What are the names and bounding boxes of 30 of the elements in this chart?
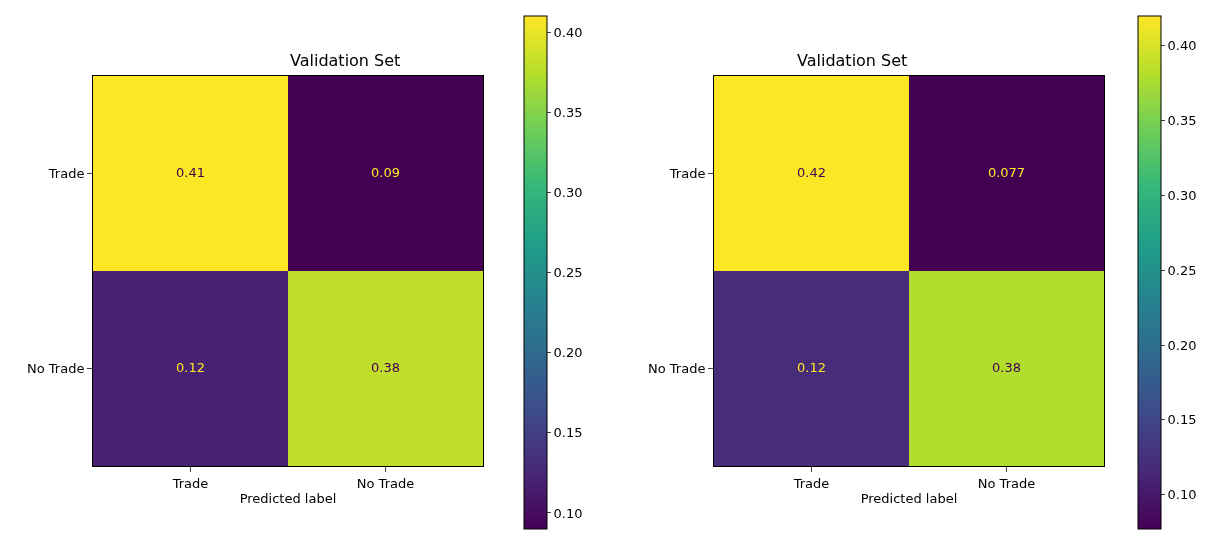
color-bar-label: 0.20 xyxy=(1167,337,1197,353)
color-bar-label: 0.40 xyxy=(553,24,583,40)
x-tick-label: Trade xyxy=(792,475,830,491)
color-bar-label: 0.25 xyxy=(553,265,583,281)
color-bar-label: 0.35 xyxy=(553,104,583,120)
data-label: 0.12 xyxy=(797,359,826,375)
chart-title: Validation Set xyxy=(797,51,908,70)
color-bar-label: 0.30 xyxy=(1167,188,1197,204)
x-tick-label: Trade xyxy=(171,475,209,491)
color-bar-label: 0.10 xyxy=(553,505,583,521)
color-bar-label: 0.10 xyxy=(1167,487,1197,503)
chart-title: Validation Set xyxy=(290,51,401,70)
data-label: 0.42 xyxy=(797,164,826,180)
data-label: 0.38 xyxy=(992,359,1021,375)
color-bar-label: 0.15 xyxy=(1167,412,1197,428)
data-label: 0.41 xyxy=(176,164,205,180)
data-label: 0.077 xyxy=(987,164,1026,180)
color-bar-label: 0.15 xyxy=(553,425,583,441)
data-label: 0.12 xyxy=(176,359,205,375)
x-tick-label: No Trade xyxy=(356,475,415,491)
x-axis-title: Predicted label xyxy=(860,491,958,507)
color-bar-label: 0.20 xyxy=(553,345,583,361)
color-bar-label: 0.40 xyxy=(1167,38,1197,54)
color-bar-label: 0.25 xyxy=(1167,262,1197,278)
color-bar-label: 0.30 xyxy=(553,184,583,200)
color-bar-label: 0.35 xyxy=(1167,113,1197,129)
x-tick-label: No Trade xyxy=(977,475,1036,491)
data-label: 0.38 xyxy=(371,359,400,375)
data-label: 0.09 xyxy=(371,164,400,180)
x-axis-title: Predicted label xyxy=(239,491,337,507)
